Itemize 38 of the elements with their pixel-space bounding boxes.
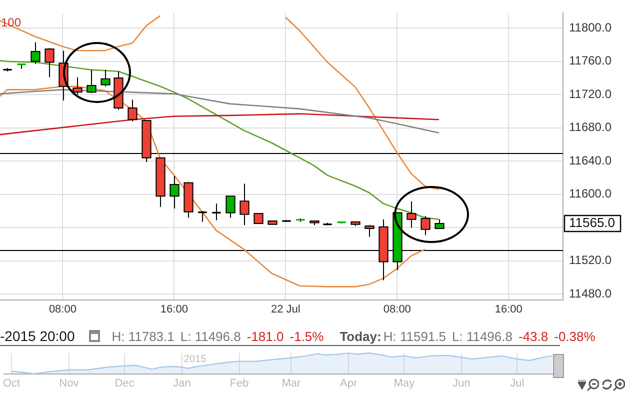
text: -2015 20:00 [0,328,75,344]
text: 11565.0 [569,215,616,230]
text: -1.5% [290,329,324,344]
text: -0.38% [554,329,596,344]
x-tick-label: Feb [230,377,249,390]
annotation: 100 [1,16,22,30]
x-tick-label: 16:00 [494,304,522,316]
y-tick-label: 11480.0 [569,286,612,300]
x-tick-label: Jan [173,377,191,390]
x-tick-label: Oct [2,377,20,390]
y-tick-label: 11600.0 [569,186,612,201]
text: -43.8 [518,329,548,344]
candlestick [197,210,208,222]
x-tick-label: Dec [114,377,135,390]
y-tick-label: 11640.0 [569,153,612,168]
x-tick-label: 22 Jul [271,304,300,316]
x-tick-label: May [394,377,416,390]
y-tick-label: 11720.0 [569,86,612,101]
y-tick-label: 11680.0 [569,120,612,134]
text: Today: [340,329,382,344]
x-tick-label: 16:00 [160,304,188,316]
annotation: 2015 [184,354,207,365]
x-tick-label: 08:00 [383,304,411,316]
candlestick [211,203,222,221]
x-tick-label: Apr [340,377,358,390]
x-tick-label: Jul [510,377,524,390]
y-tick-label: 11800.0 [569,20,612,34]
y-tick-label: 11760.0 [569,54,612,68]
x-tick-label: Mar [282,377,301,390]
x-tick-label: Nov [59,377,80,390]
text: H: 11591.5 [383,329,446,344]
y-tick-label: 11520.0 [569,253,612,268]
x-tick-label: Jun [452,377,470,390]
text: -181.0 [246,329,284,344]
text: L: 11496.8 [452,329,512,344]
text: L: 11496.8 [180,329,241,344]
text: H: 11783.1 [112,329,174,344]
x-tick-label: 08:00 [48,304,76,316]
